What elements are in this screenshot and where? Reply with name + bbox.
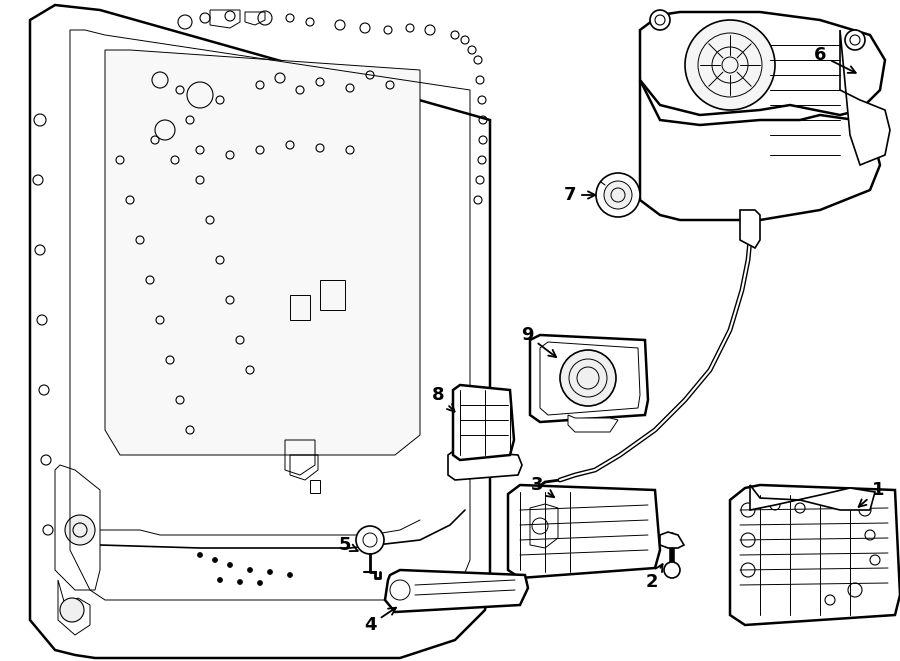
Polygon shape: [568, 415, 618, 432]
Circle shape: [267, 570, 273, 574]
Circle shape: [65, 515, 95, 545]
Polygon shape: [740, 210, 760, 248]
Circle shape: [596, 173, 640, 217]
Circle shape: [197, 553, 202, 557]
Polygon shape: [58, 580, 90, 635]
Text: 7: 7: [563, 186, 595, 204]
Circle shape: [287, 572, 292, 578]
Text: 5: 5: [338, 536, 357, 554]
Polygon shape: [105, 50, 420, 455]
Text: 1: 1: [859, 481, 884, 507]
Circle shape: [218, 578, 222, 582]
Polygon shape: [55, 465, 100, 590]
Polygon shape: [730, 485, 900, 625]
Circle shape: [238, 580, 242, 584]
Text: 3: 3: [531, 476, 554, 497]
Polygon shape: [750, 485, 875, 510]
Polygon shape: [508, 485, 660, 578]
Polygon shape: [660, 532, 684, 548]
Circle shape: [845, 30, 865, 50]
Polygon shape: [530, 335, 648, 422]
Circle shape: [650, 10, 670, 30]
Text: 4: 4: [364, 607, 396, 634]
Polygon shape: [640, 12, 885, 115]
Polygon shape: [385, 570, 528, 612]
Polygon shape: [30, 5, 490, 658]
Polygon shape: [640, 80, 880, 220]
Circle shape: [60, 598, 84, 622]
Circle shape: [212, 557, 218, 563]
Text: 2: 2: [646, 564, 662, 591]
Circle shape: [604, 181, 632, 209]
Polygon shape: [453, 385, 514, 460]
Text: 8: 8: [432, 386, 454, 412]
Circle shape: [685, 20, 775, 110]
Circle shape: [560, 350, 616, 406]
Polygon shape: [448, 450, 522, 480]
Circle shape: [228, 563, 232, 568]
Text: 6: 6: [814, 46, 856, 73]
Circle shape: [664, 562, 680, 578]
Circle shape: [356, 526, 384, 554]
Circle shape: [248, 568, 253, 572]
Text: 9: 9: [521, 326, 556, 357]
Circle shape: [257, 580, 263, 586]
Polygon shape: [840, 30, 890, 165]
